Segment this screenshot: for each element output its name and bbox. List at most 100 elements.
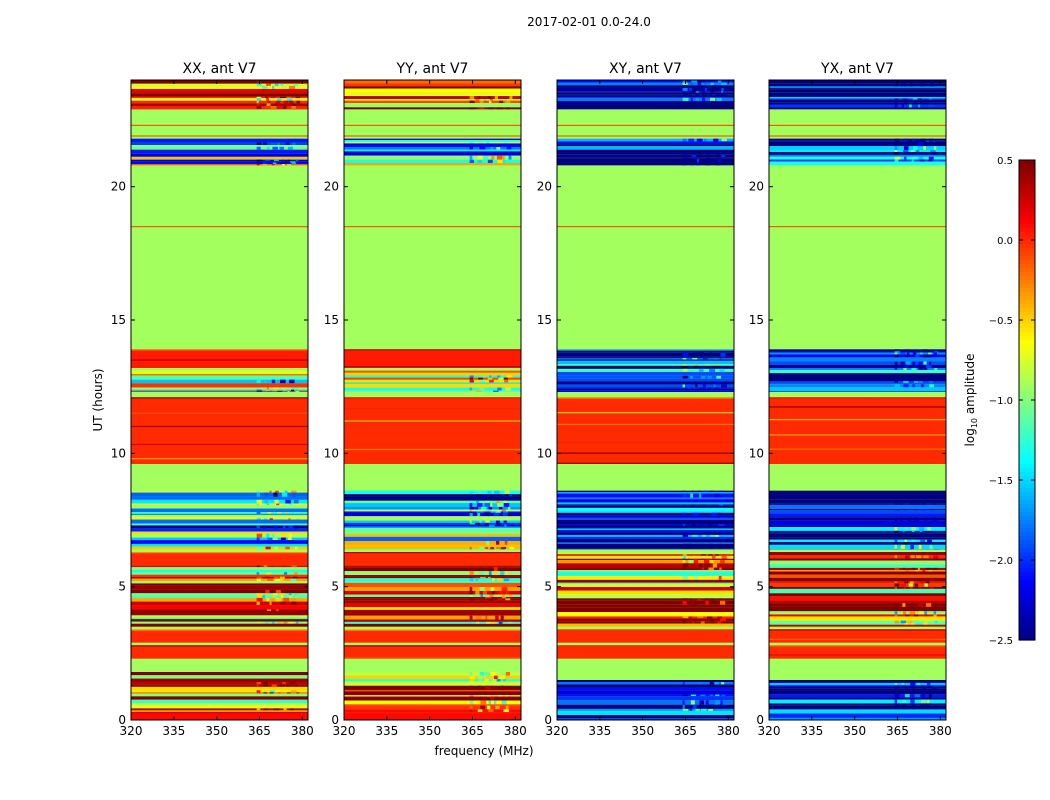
rfi-cell (476, 503, 483, 507)
rfi-cell (699, 493, 702, 498)
rfi-cell (894, 686, 899, 689)
heatmap-line (557, 124, 734, 126)
rfi-cell (709, 575, 716, 580)
heatmap-stripe (344, 578, 521, 582)
rfi-cell (262, 163, 268, 166)
rfi-cell (900, 503, 904, 505)
rfi-cell (894, 138, 900, 141)
colorbar-swatch (1019, 584, 1035, 589)
rfi-cell (928, 381, 934, 383)
heatmap-stripe (131, 537, 308, 541)
heatmap-stripe (557, 152, 734, 155)
rfi-cell (903, 509, 908, 511)
rfi-cell (682, 554, 687, 556)
heatmap-stripe (131, 513, 308, 516)
heatmap-stripe (131, 574, 308, 577)
heatmap-stripe (557, 104, 734, 108)
rfi-cell (719, 567, 722, 571)
rfi-cell (283, 100, 289, 104)
rfi-cell (287, 609, 291, 612)
colorbar-swatch (1019, 180, 1035, 185)
heatmap-stripe (769, 419, 946, 421)
colorbar-swatch (1019, 444, 1035, 449)
heatmap-stripe (557, 95, 734, 98)
heatmap-stripe (131, 370, 308, 374)
rfi-cell (256, 83, 262, 86)
rfi-cell (907, 517, 912, 521)
rfi-cell (907, 620, 913, 624)
rfi-cell (691, 154, 696, 158)
rfi-cell (910, 150, 915, 153)
rfi-cell (682, 162, 686, 166)
heatmap-stripe (769, 496, 946, 500)
heatmap-stripe (344, 139, 521, 143)
rfi-cell (494, 571, 497, 576)
rfi-cell (903, 138, 910, 141)
rfi-cell (469, 587, 473, 591)
rfi-cell (899, 517, 904, 521)
heatmap-stripe (131, 678, 308, 683)
rfi-cell (288, 525, 294, 529)
rfi-cell (912, 138, 919, 141)
rfi-cell (719, 357, 722, 360)
y-tick-label: 15 (749, 313, 764, 327)
rfi-cell (904, 156, 907, 160)
heatmap-stripe (557, 397, 734, 399)
rfi-cell (918, 368, 924, 370)
rfi-cell (292, 576, 298, 579)
heatmap-stripe (557, 82, 734, 86)
heatmap-stripe (131, 391, 308, 392)
rfi-cell (267, 537, 273, 541)
rfi-cell (507, 506, 511, 510)
rfi-cell (708, 567, 714, 571)
rfi-cell (256, 601, 260, 606)
heatmap-stripe (131, 389, 308, 392)
rfi-cell (272, 621, 275, 624)
rfi-cell (688, 560, 695, 564)
rfi-cell (262, 162, 267, 164)
rfi-cell (274, 499, 279, 504)
heatmap-stripe (769, 682, 946, 686)
heatmap-stripe (344, 509, 521, 512)
rfi-cell (690, 694, 696, 697)
colorbar-label-sub: 10 (970, 418, 979, 428)
colorbar-swatch (1019, 252, 1035, 257)
rfi-cell (894, 694, 900, 698)
colorbar-swatch (1019, 348, 1035, 353)
rfi-cell (903, 384, 909, 388)
rfi-cell (894, 685, 901, 687)
heatmap-stripe (131, 503, 308, 506)
heatmap-stripe (557, 579, 734, 583)
rfi-cell (682, 80, 687, 83)
rfi-cell (704, 162, 711, 166)
heatmap-stripe (769, 555, 946, 559)
rfi-cell (682, 493, 687, 498)
rfi-cell (489, 594, 494, 598)
rfi-cell (717, 616, 723, 619)
rfi-cell (476, 494, 482, 497)
heatmap-stripe (557, 645, 734, 647)
rfi-cell (269, 601, 272, 606)
rfi-cell (915, 570, 919, 572)
heatmap-stripe (557, 582, 734, 585)
rfi-cell (715, 694, 720, 697)
rfi-cell (483, 578, 487, 582)
rfi-cell (264, 499, 269, 504)
rfi-cell (490, 587, 495, 591)
rfi-cell (256, 389, 262, 392)
heatmap-stripe (769, 364, 946, 369)
rfi-cell (272, 85, 275, 89)
rfi-cell (697, 616, 704, 619)
rfi-cell (894, 83, 898, 87)
colorbar-swatch (1019, 512, 1035, 517)
heatmap-stripe (344, 375, 521, 378)
heatmap-stripe (557, 490, 734, 493)
colorbar-swatch (1019, 528, 1035, 533)
rfi-cell (913, 517, 920, 521)
rfi-cell (682, 154, 689, 158)
rfi-cell (714, 493, 720, 498)
panel-title: YX, ant V7 (820, 61, 894, 77)
heatmap-stripe (344, 149, 521, 152)
